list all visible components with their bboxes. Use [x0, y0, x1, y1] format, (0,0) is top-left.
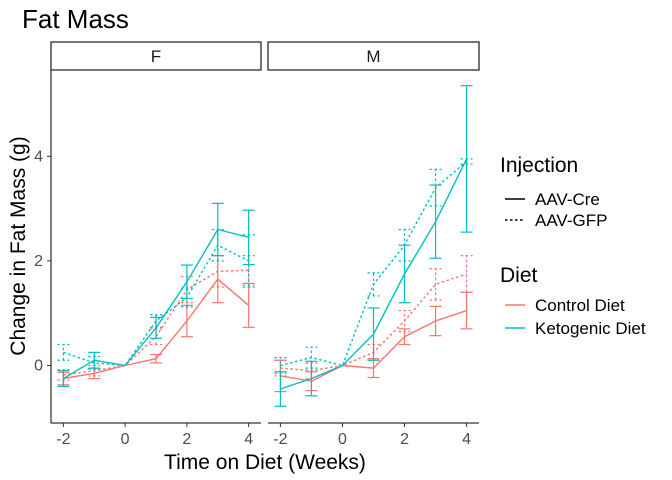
- x-tick-label: 4: [244, 431, 253, 448]
- series-m-ketogenic-diet-aav-cre: [274, 85, 473, 407]
- legend-title-injection: Injection: [500, 154, 578, 177]
- legend-label-aav-cre: AAV-Cre: [535, 190, 600, 209]
- y-tick-label: 2: [34, 253, 43, 270]
- panel-f: [57, 202, 255, 387]
- legend-label-aav-gfp: AAV-GFP: [535, 211, 607, 230]
- x-tick-label: 0: [121, 431, 130, 448]
- series-line: [280, 160, 468, 367]
- y-tick-label: 4: [34, 148, 43, 165]
- series-line: [63, 278, 250, 380]
- y-axis-ticks: 0 2 4: [34, 148, 51, 374]
- facet-strip-m: M: [267, 41, 480, 71]
- series-f-ketogenic-diet-aav-gfp: [57, 228, 255, 370]
- x-axis-title: Time on Diet (Weeks): [164, 451, 366, 474]
- legend-diet: Diet Control Diet Ketogenic Diet: [500, 264, 646, 338]
- legend-injection: Injection AAV-Cre AAV-GFP: [500, 154, 607, 230]
- legend-label-control-diet: Control Diet: [535, 296, 625, 315]
- series-line: [280, 158, 468, 390]
- x-axis-ticks: -2 0 2 4 -2 0 2 4: [56, 423, 471, 448]
- legend-label-ketogenic-diet: Ketogenic Diet: [535, 319, 646, 338]
- x-tick-label: -2: [273, 431, 287, 448]
- strip-label-m: M: [366, 47, 380, 66]
- x-tick-label: 4: [462, 431, 471, 448]
- x-tick-label: 2: [182, 431, 191, 448]
- x-tick-label: 2: [400, 431, 409, 448]
- strip-label-f: F: [151, 47, 161, 66]
- facet-strip-f: F: [50, 41, 262, 71]
- chart-title: Fat Mass: [22, 4, 129, 34]
- legend-title-diet: Diet: [500, 264, 538, 287]
- strip-box-m: [267, 41, 480, 71]
- series-line: [63, 244, 249, 367]
- x-tick-label: -2: [56, 431, 70, 448]
- series-line: [63, 269, 249, 376]
- y-tick-label: 0: [34, 357, 43, 374]
- y-axis-title: Change in Fat Mass (g): [7, 136, 30, 355]
- series-m-ketogenic-diet-aav-gfp: [274, 158, 473, 374]
- x-tick-label: 0: [338, 431, 347, 448]
- panel-m: [274, 85, 473, 407]
- strip-box-f: [50, 41, 262, 71]
